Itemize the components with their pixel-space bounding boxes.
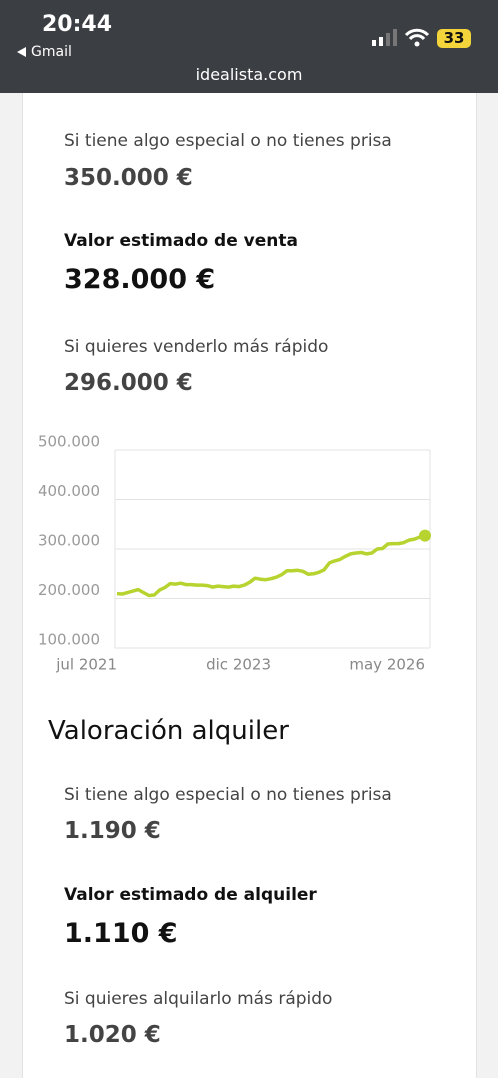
- y-tick-label: 100.000: [38, 631, 100, 649]
- label: Valor estimado de alquiler: [64, 885, 317, 905]
- status-bar: 20:44 Gmail 33 idealista.com: [0, 0, 498, 93]
- section-title: Valoración alquiler: [48, 716, 289, 746]
- url[interactable]: idealista.com: [195, 65, 303, 84]
- label: Si quieres alquilarlo más rápido: [64, 989, 333, 1009]
- x-tick-label: dic 2023: [206, 656, 271, 674]
- end-point: [419, 529, 431, 542]
- label: Si tiene algo especial o no tienes prisa: [64, 785, 392, 805]
- price: 328.000 €: [64, 264, 216, 295]
- chart: 100.000 200.000 300.000 400.000 500.000 jul 2…: [38, 433, 431, 674]
- y-tick-label: 300.000: [38, 532, 100, 550]
- price: 1.190 €: [64, 818, 161, 844]
- price: 1.110 €: [64, 918, 178, 949]
- line: [116, 533, 426, 598]
- signal-icon: [372, 29, 397, 46]
- label: Si quieres venderlo más rápido: [64, 337, 329, 357]
- y-tick-label: 400.000: [38, 482, 100, 500]
- price: 296.000 €: [64, 370, 193, 396]
- label: Si tiene algo especial o no tienes prisa: [64, 131, 392, 151]
- x-tick-label: jul 2021: [55, 656, 117, 674]
- label: Valor estimado de venta: [64, 231, 298, 251]
- card: [22, 93, 477, 1078]
- price: 350.000 €: [64, 165, 193, 191]
- y-tick-label: 500.000: [38, 433, 100, 451]
- y-tick-label: 200.000: [38, 581, 100, 599]
- back-app[interactable]: Gmail: [31, 44, 72, 60]
- x-tick-label: may 2026: [349, 656, 425, 674]
- wifi-icon: [404, 28, 430, 47]
- time: 20:44: [42, 12, 113, 37]
- price: 1.020 €: [64, 1022, 161, 1048]
- back-arrow[interactable]: [16, 46, 28, 58]
- battery: 33: [437, 29, 471, 48]
